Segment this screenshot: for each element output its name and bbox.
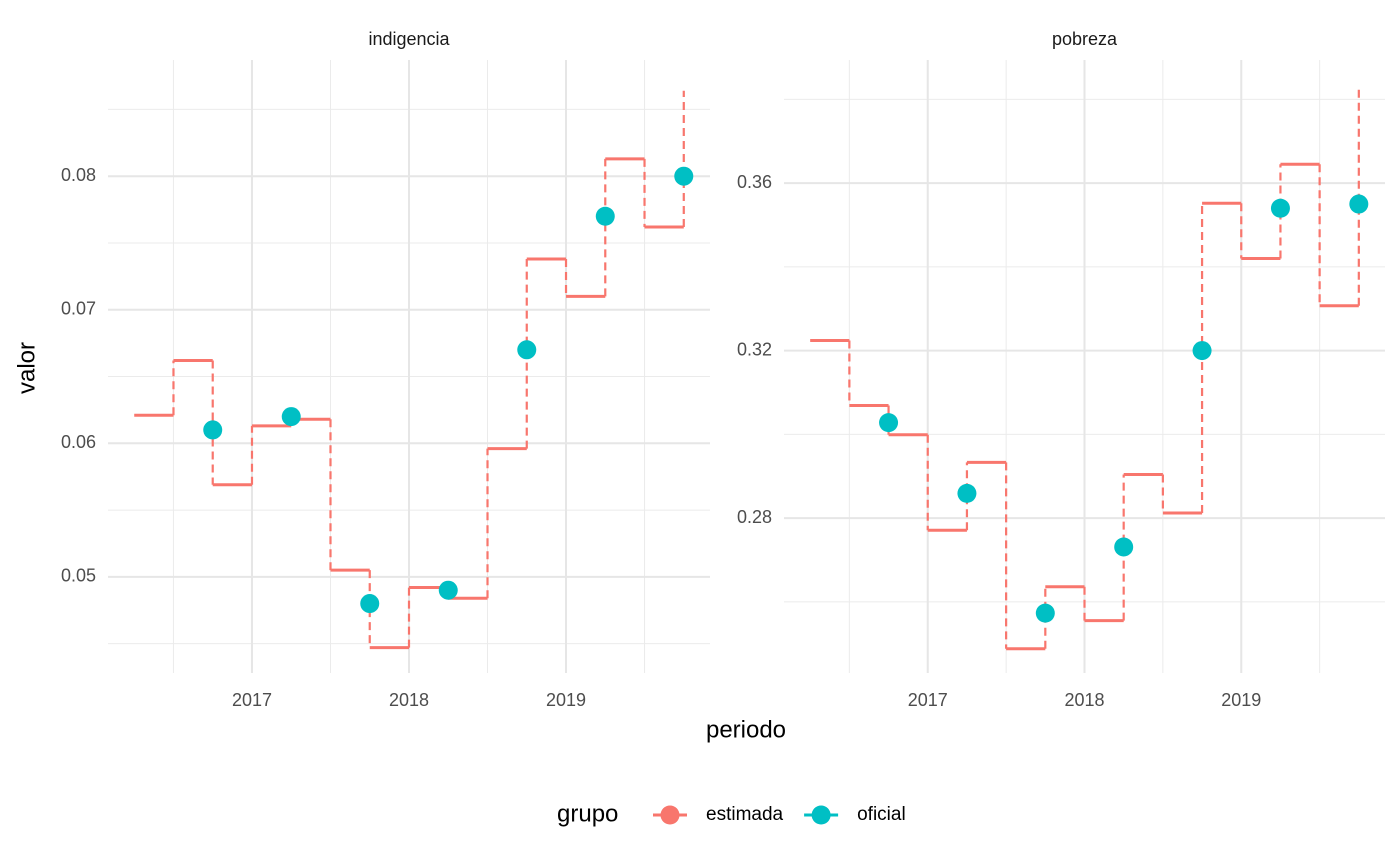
legend-label: oficial: [857, 804, 906, 825]
point: [1270, 198, 1290, 218]
legend-title: grupo: [557, 800, 618, 827]
point: [1114, 537, 1134, 557]
facet-title: indigencia: [368, 29, 450, 49]
x-axis-label: periodo: [706, 716, 786, 743]
point: [957, 483, 977, 503]
point: [1349, 194, 1369, 214]
x-tick-label: 2018: [389, 690, 429, 710]
x-tick-label: 2019: [1221, 690, 1261, 710]
x-tick-label: 2017: [908, 690, 948, 710]
y-tick-label: 0.07: [61, 298, 96, 318]
point: [281, 407, 301, 427]
point: [438, 580, 458, 600]
y-tick-label: 0.06: [61, 432, 96, 452]
x-tick-label: 2018: [1064, 690, 1104, 710]
point: [360, 594, 380, 614]
y-tick-label: 0.28: [737, 507, 772, 527]
legend-label: estimada: [706, 804, 784, 825]
point: [1035, 603, 1055, 623]
legend-key-point: [660, 805, 680, 825]
legend-key-point: [811, 805, 831, 825]
point: [203, 420, 223, 440]
y-tick-label: 0.32: [737, 339, 772, 359]
y-axis-label: valor: [13, 342, 40, 394]
y-tick-label: 0.08: [61, 165, 96, 185]
point: [595, 206, 615, 226]
point: [674, 166, 694, 186]
point: [1192, 341, 1212, 361]
x-tick-label: 2017: [232, 690, 272, 710]
point: [517, 340, 537, 360]
facet-title: pobreza: [1052, 29, 1118, 49]
y-tick-label: 0.05: [61, 566, 96, 586]
x-tick-label: 2019: [546, 690, 586, 710]
y-tick-label: 0.36: [737, 172, 772, 192]
point: [879, 413, 899, 433]
